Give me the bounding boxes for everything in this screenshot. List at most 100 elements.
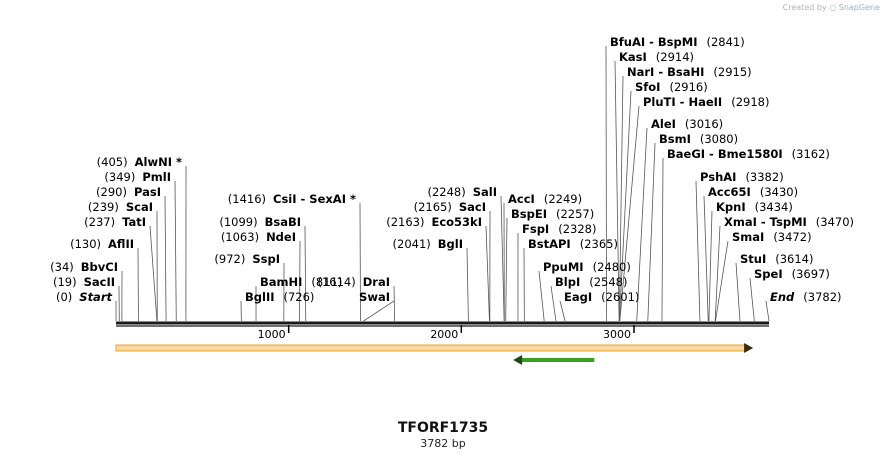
site-position: (2601): [601, 290, 639, 304]
site-connector: [619, 105, 640, 322]
site-label-22: BspEI (2257): [511, 207, 594, 221]
site-label-10: BamHI (811): [260, 275, 342, 289]
site-connector: [695, 180, 701, 322]
site-connector: [485, 225, 490, 322]
site-name: Acc65I: [708, 185, 751, 199]
site-name: SfoI: [635, 80, 660, 94]
site-position: (2248): [427, 185, 465, 199]
site-name: ScaI: [126, 200, 153, 214]
site-label-33: AleI (3016): [651, 117, 723, 131]
site-connector: [304, 225, 307, 322]
site-label-40: SmaI (3472): [732, 230, 812, 244]
site-name: BaeGI - Bme1580I: [667, 147, 783, 161]
site-position: (290): [96, 185, 127, 199]
site-connector: [749, 277, 755, 322]
site-label-32: PluTI - HaeII (2918): [643, 95, 769, 109]
site-name: SalI: [473, 185, 497, 199]
site-label-2: BbvCI (34): [50, 260, 118, 274]
site-connector: [614, 60, 620, 322]
site-label-20: SalI (2248): [427, 185, 497, 199]
site-label-35: BaeGI - Bme1580I (3162): [667, 147, 830, 161]
site-name: BspEI: [511, 207, 547, 221]
site-position: (0): [56, 290, 72, 304]
site-position: (239): [88, 200, 119, 214]
site-name: SwaI: [359, 290, 390, 304]
site-connector: [500, 195, 505, 322]
site-position: (2041): [393, 237, 431, 251]
site-name: StuI: [740, 252, 766, 266]
site-connector: [149, 225, 158, 322]
site-name: FspI: [522, 222, 549, 236]
site-position: (2918): [731, 95, 769, 109]
site-label-5: ScaI (239): [88, 200, 153, 214]
backbone: [116, 321, 769, 327]
site-connector: [559, 300, 566, 322]
site-position: (3162): [792, 147, 830, 161]
site-position: (3697): [792, 267, 830, 281]
site-label-13: BsaBI (1099): [219, 215, 301, 229]
site-label-30: NarI - BsaHI (2915): [627, 65, 752, 79]
site-connector: [636, 127, 648, 322]
site-label-3: AflII (130): [70, 237, 134, 251]
site-name: EagI: [564, 290, 592, 304]
plasmid-length: 3782 bp: [420, 437, 466, 450]
site-position: (1614): [317, 275, 355, 289]
site-position: (237): [84, 215, 115, 229]
site-name: BamHI: [260, 275, 302, 289]
site-label-1: SacII (19): [53, 275, 115, 289]
site-position: (3472): [773, 230, 811, 244]
site-label-19: SacI (2165): [414, 200, 486, 214]
site-position: (1099): [219, 215, 257, 229]
credit-brand: SnapGene: [838, 3, 880, 12]
site-name: SpeI: [754, 267, 783, 281]
site-position: (726): [284, 290, 315, 304]
site-label-31: SfoI (2916): [635, 80, 708, 94]
site-name: SacII: [84, 275, 115, 289]
site-position: (34): [50, 260, 74, 274]
site-lines: [115, 45, 770, 322]
features: [115, 343, 754, 365]
site-connector: [605, 45, 607, 322]
site-label-9: BglII (726): [245, 290, 314, 304]
site-name: AlwNI *: [135, 155, 182, 169]
site-label-28: BfuAI - BspMI (2841): [610, 35, 745, 49]
site-connector: [765, 300, 770, 322]
site-connector: [715, 240, 729, 322]
site-connector: [661, 157, 664, 322]
site-position: (1063): [221, 230, 259, 244]
site-connector: [538, 270, 545, 322]
site-position: (2915): [713, 65, 751, 79]
site-label-39: XmaI - TspMI (3470): [724, 215, 854, 229]
site-name: Eco53kI: [431, 215, 482, 229]
site-label-26: BlpI (2548): [555, 275, 627, 289]
site-connector: [505, 217, 508, 322]
green-feature-body: [521, 358, 595, 362]
site-name: TatI: [122, 215, 146, 229]
orange-feature-body: [115, 344, 746, 352]
site-labels: Start (0) SacII (19) BbvCI (34) AflII (130) TatI…: [50, 35, 854, 304]
site-connector: [618, 75, 624, 322]
site-name: XmaI - TspMI: [724, 215, 807, 229]
site-connector: [363, 300, 395, 322]
site-name: NarI - BsaHI: [627, 65, 704, 79]
site-name: CsiI - SexAI *: [273, 192, 356, 206]
site-position: (2165): [414, 200, 452, 214]
site-name: AflII: [108, 237, 134, 251]
site-name: BfuAI - BspMI: [610, 35, 697, 49]
snapgene-credit: Created by ○ SnapGene: [783, 3, 880, 12]
site-position: (2480): [593, 260, 631, 274]
ruler-tick-label: 2000: [430, 328, 458, 341]
site-connector: [174, 180, 177, 322]
site-name: BsaBI: [265, 215, 301, 229]
site-name: PmlI: [142, 170, 171, 184]
plasmid-name: TFORF1735: [397, 420, 489, 436]
site-connector: [619, 90, 632, 322]
site-name: SspI: [252, 252, 280, 266]
site-name: Start: [79, 290, 112, 304]
site-name: BglII: [245, 290, 275, 304]
site-name: BbvCI: [81, 260, 118, 274]
site-label-8: AlwNI * (405): [97, 155, 182, 169]
site-position: (2916): [669, 80, 707, 94]
site-label-16: DraI (1614): [317, 275, 390, 289]
site-name: BglI: [438, 237, 463, 251]
